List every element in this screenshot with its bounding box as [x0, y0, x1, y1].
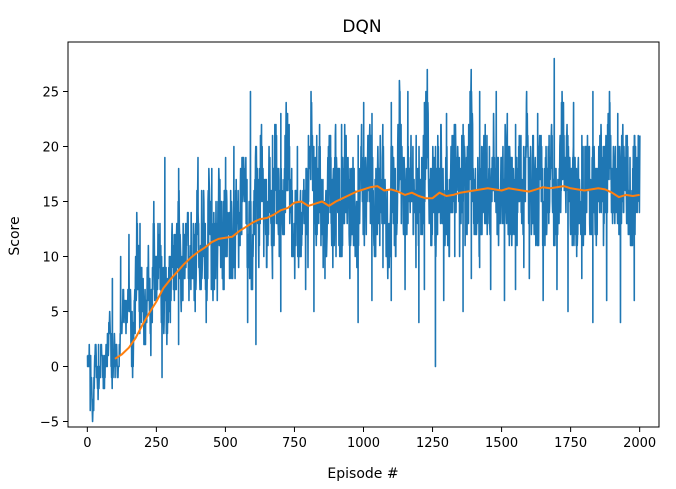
x-tick-label: 1000 [347, 436, 380, 451]
x-tick-label: 250 [144, 436, 169, 451]
y-tick-label: 25 [42, 86, 59, 101]
x-tick-label: 1750 [554, 436, 587, 451]
x-tick-label: 1250 [416, 436, 449, 451]
y-tick-label: −5 [40, 416, 59, 431]
y-tick-label: 10 [42, 251, 59, 266]
y-tick-label: 20 [42, 141, 59, 156]
x-tick-label: 750 [282, 436, 307, 451]
y-axis: −5 0 5 10 15 20 25 [40, 86, 68, 431]
x-tick-label: 0 [83, 436, 91, 451]
y-tick-label: 0 [51, 361, 59, 376]
y-tick-label: 5 [51, 306, 59, 321]
raw-score-line [86, 57, 641, 423]
y-tick-label: 15 [42, 196, 59, 211]
x-tick-label: 1500 [485, 436, 518, 451]
x-axis-label: Episode # [327, 466, 398, 482]
x-axis: 0 250 500 750 1000 1250 1500 1750 2000 [83, 427, 656, 451]
plot-area [86, 57, 641, 423]
chart-title: DQN [342, 17, 381, 37]
y-axis-label: Score [7, 216, 23, 255]
x-tick-label: 500 [213, 436, 238, 451]
moving-average-line [114, 185, 640, 360]
x-tick-label: 2000 [623, 436, 656, 451]
